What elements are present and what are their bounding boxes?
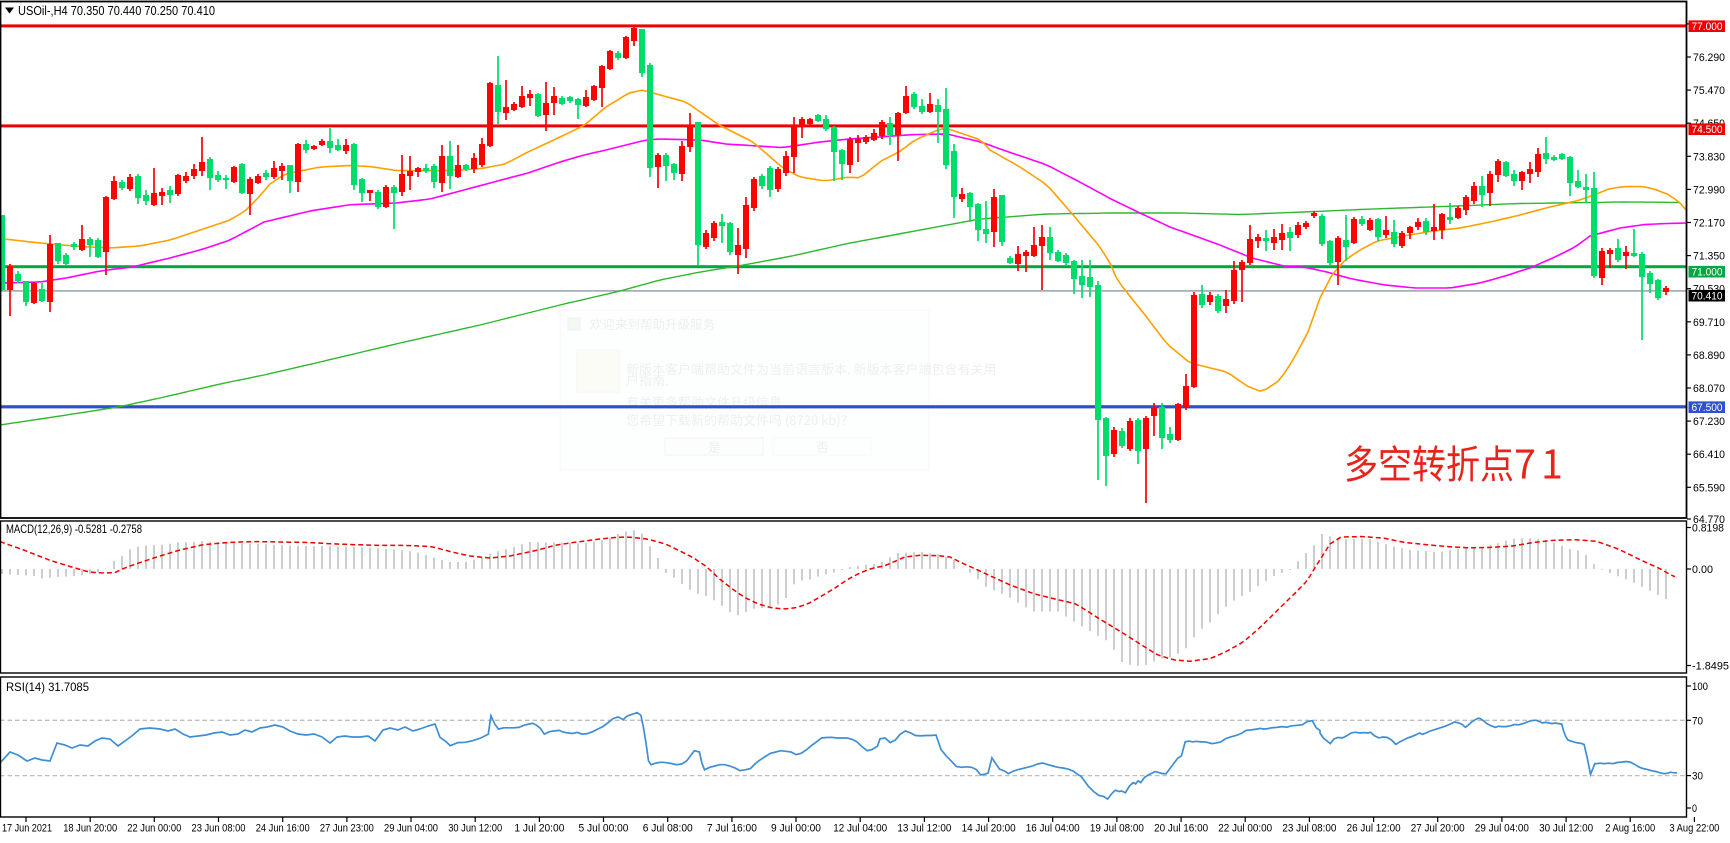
svg-text:76.290: 76.290: [1693, 52, 1725, 64]
svg-text:6 Jul 08:00: 6 Jul 08:00: [643, 823, 693, 835]
svg-text:69.710: 69.710: [1693, 317, 1725, 329]
svg-text:30 Jul 12:00: 30 Jul 12:00: [1539, 823, 1593, 835]
svg-text:68.070: 68.070: [1693, 383, 1725, 395]
svg-text:18 Jun 20:00: 18 Jun 20:00: [63, 823, 117, 835]
svg-text:22 Jul 00:00: 22 Jul 00:00: [1218, 823, 1272, 835]
svg-text:23 Jul 08:00: 23 Jul 08:00: [1282, 823, 1336, 835]
svg-text:65.590: 65.590: [1693, 482, 1725, 494]
svg-text:19 Jul 08:00: 19 Jul 08:00: [1090, 823, 1144, 835]
svg-text:75.470: 75.470: [1693, 85, 1725, 97]
svg-text:27 Jun 23:00: 27 Jun 23:00: [320, 823, 374, 835]
svg-text:74.500: 74.500: [1692, 124, 1723, 136]
svg-text:66.410: 66.410: [1693, 449, 1725, 461]
svg-text:72.990: 72.990: [1693, 184, 1725, 196]
svg-text:71.000: 71.000: [1692, 267, 1723, 279]
svg-text:100: 100: [1692, 681, 1708, 693]
svg-text:68.890: 68.890: [1693, 350, 1725, 362]
svg-text:RSI(14) 31.7085: RSI(14) 31.7085: [6, 680, 89, 694]
svg-text:27 Jul 20:00: 27 Jul 20:00: [1411, 823, 1465, 835]
svg-text:2 Aug 16:00: 2 Aug 16:00: [1605, 823, 1655, 835]
svg-text:26 Jul 12:00: 26 Jul 12:00: [1347, 823, 1401, 835]
svg-text:70: 70: [1692, 715, 1703, 727]
svg-text:13 Jul 12:00: 13 Jul 12:00: [897, 823, 951, 835]
svg-text:3 Aug 22:00: 3 Aug 22:00: [1669, 823, 1719, 835]
svg-text:29 Jun 04:00: 29 Jun 04:00: [384, 823, 438, 835]
svg-text:5 Jul 00:00: 5 Jul 00:00: [579, 823, 629, 835]
svg-text:67.500: 67.500: [1692, 402, 1723, 414]
svg-text:20 Jul 16:00: 20 Jul 16:00: [1154, 823, 1208, 835]
svg-text:73.830: 73.830: [1693, 151, 1725, 163]
svg-text:MACD(12,26,9) -0.5281 -0.2758: MACD(12,26,9) -0.5281 -0.2758: [6, 522, 142, 536]
svg-text:7 Jul 16:00: 7 Jul 16:00: [707, 823, 757, 835]
svg-text:9 Jul 00:00: 9 Jul 00:00: [771, 823, 821, 835]
svg-text:22 Jun 00:00: 22 Jun 00:00: [127, 823, 181, 835]
svg-text:64.770: 64.770: [1693, 514, 1725, 526]
svg-text:24 Jun 16:00: 24 Jun 16:00: [256, 823, 310, 835]
svg-text:71.350: 71.350: [1693, 251, 1725, 263]
svg-text:0.00: 0.00: [1692, 564, 1713, 576]
svg-text:-1.8495: -1.8495: [1692, 661, 1729, 673]
svg-text:30 Jun 12:00: 30 Jun 12:00: [448, 823, 502, 835]
svg-text:70.410: 70.410: [1692, 291, 1723, 303]
svg-text:USOil-,H4 70.350 70.440 70.25: USOil-,H4 70.350 70.440 70.250 70.410: [18, 4, 215, 18]
svg-text:0: 0: [1692, 803, 1697, 815]
svg-text:14 Jul 20:00: 14 Jul 20:00: [962, 823, 1016, 835]
svg-text:12 Jul 04:00: 12 Jul 04:00: [833, 823, 887, 835]
svg-text:1 Jul 20:00: 1 Jul 20:00: [514, 823, 564, 835]
svg-text:0.8198: 0.8198: [1692, 523, 1724, 535]
svg-text:67.230: 67.230: [1693, 416, 1725, 428]
svg-text:72.170: 72.170: [1693, 218, 1725, 230]
svg-text:30: 30: [1692, 771, 1703, 783]
svg-text:16 Jul 04:00: 16 Jul 04:00: [1026, 823, 1080, 835]
svg-text:77.000: 77.000: [1692, 21, 1723, 33]
svg-text:17 Jun 2021: 17 Jun 2021: [2, 823, 52, 835]
svg-text:23 Jun 08:00: 23 Jun 08:00: [192, 823, 246, 835]
svg-text:29 Jul 04:00: 29 Jul 04:00: [1475, 823, 1529, 835]
